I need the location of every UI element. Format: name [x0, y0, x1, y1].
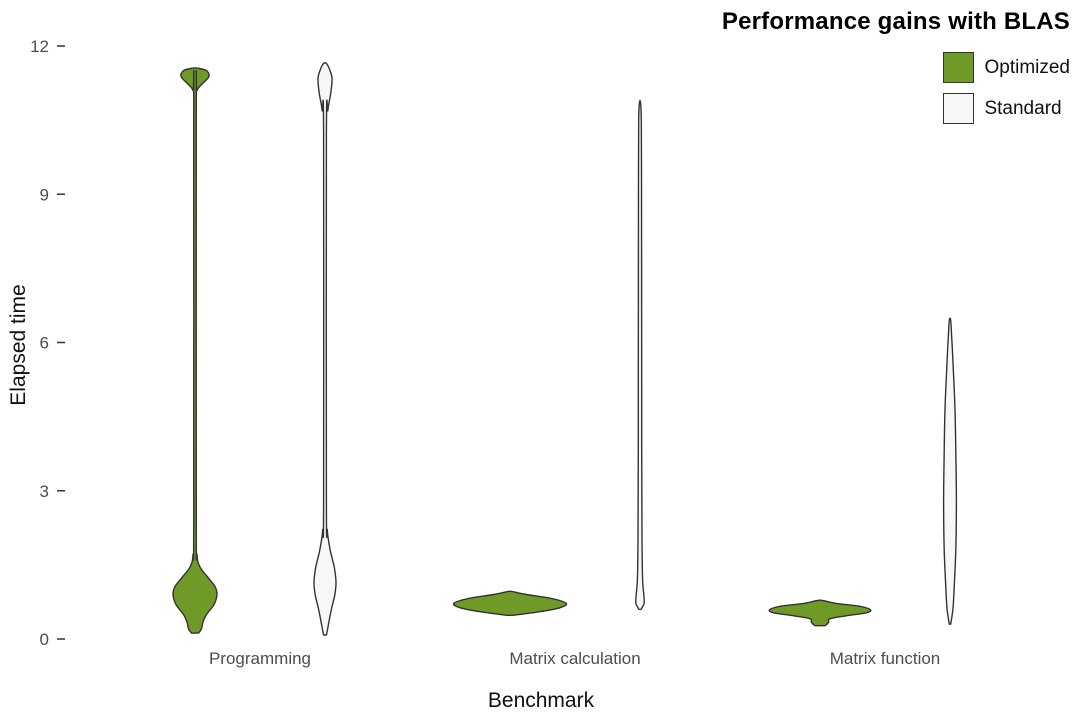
legend-label-optimized: Optimized	[984, 56, 1070, 78]
x-axis-title: Benchmark	[487, 689, 595, 712]
legend-item-optimized: Optimized	[943, 52, 1070, 83]
y-axis-tick-label: 0	[40, 630, 49, 649]
x-axis-category-label: Matrix calculation	[509, 649, 640, 668]
legend-swatch-optimized	[943, 52, 975, 83]
x-axis-category-label: Matrix function	[830, 649, 941, 668]
chart-title: Performance gains with BLAS	[721, 8, 1070, 35]
violin-matrix-function-optimized	[768, 599, 872, 627]
y-axis-tick-label: 9	[40, 185, 49, 204]
violin-matrix-function-standard	[942, 317, 958, 625]
y-axis-tick-label: 3	[40, 482, 49, 501]
legend-item-standard: Standard	[943, 93, 1062, 124]
violin-matrix-calculation-optimized	[452, 590, 568, 616]
violin-programming-optimized	[172, 67, 218, 634]
y-axis-tick-label: 6	[40, 334, 49, 353]
legend-swatch-standard	[943, 93, 975, 124]
legend-label-standard: Standard	[984, 97, 1062, 119]
violin-matrix-calculation-standard	[635, 99, 645, 611]
legend: Optimized Standard	[943, 52, 1070, 124]
y-axis-tick-label: 12	[30, 37, 49, 56]
x-axis-category-label: Programming	[209, 649, 311, 668]
violin-programming-standard	[313, 62, 337, 636]
